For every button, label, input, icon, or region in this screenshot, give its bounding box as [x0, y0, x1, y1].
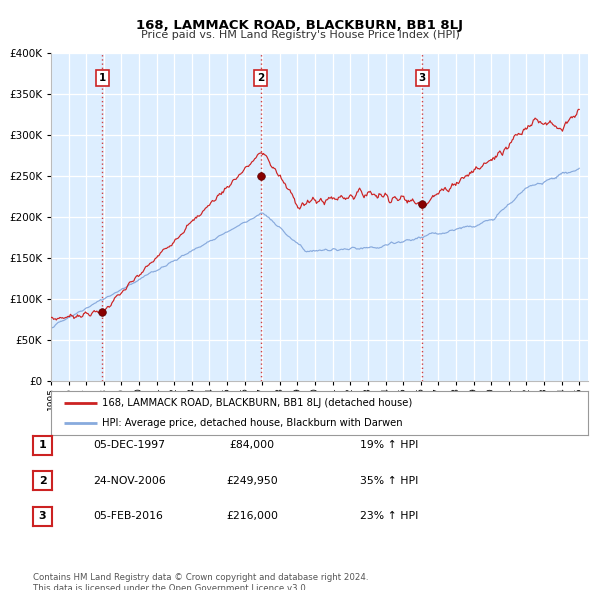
Text: 1: 1 [39, 441, 46, 450]
Text: £84,000: £84,000 [229, 441, 275, 450]
Text: 05-FEB-2016: 05-FEB-2016 [93, 512, 163, 521]
Text: 168, LAMMACK ROAD, BLACKBURN, BB1 8LJ (detached house): 168, LAMMACK ROAD, BLACKBURN, BB1 8LJ (d… [102, 398, 412, 408]
Text: £216,000: £216,000 [226, 512, 278, 521]
Text: 3: 3 [419, 73, 426, 83]
Text: 24-NOV-2006: 24-NOV-2006 [93, 476, 166, 486]
Text: 3: 3 [39, 512, 46, 521]
Text: 168, LAMMACK ROAD, BLACKBURN, BB1 8LJ: 168, LAMMACK ROAD, BLACKBURN, BB1 8LJ [137, 19, 464, 32]
Text: Price paid vs. HM Land Registry's House Price Index (HPI): Price paid vs. HM Land Registry's House … [140, 30, 460, 40]
Text: £249,950: £249,950 [226, 476, 278, 486]
Text: 2: 2 [257, 73, 264, 83]
Text: 05-DEC-1997: 05-DEC-1997 [93, 441, 165, 450]
Text: 2: 2 [39, 476, 46, 486]
Text: HPI: Average price, detached house, Blackburn with Darwen: HPI: Average price, detached house, Blac… [102, 418, 403, 428]
Text: 23% ↑ HPI: 23% ↑ HPI [360, 512, 418, 521]
Text: 35% ↑ HPI: 35% ↑ HPI [360, 476, 418, 486]
Text: 19% ↑ HPI: 19% ↑ HPI [360, 441, 418, 450]
Text: Contains HM Land Registry data © Crown copyright and database right 2024.
This d: Contains HM Land Registry data © Crown c… [33, 573, 368, 590]
Text: 1: 1 [99, 73, 106, 83]
